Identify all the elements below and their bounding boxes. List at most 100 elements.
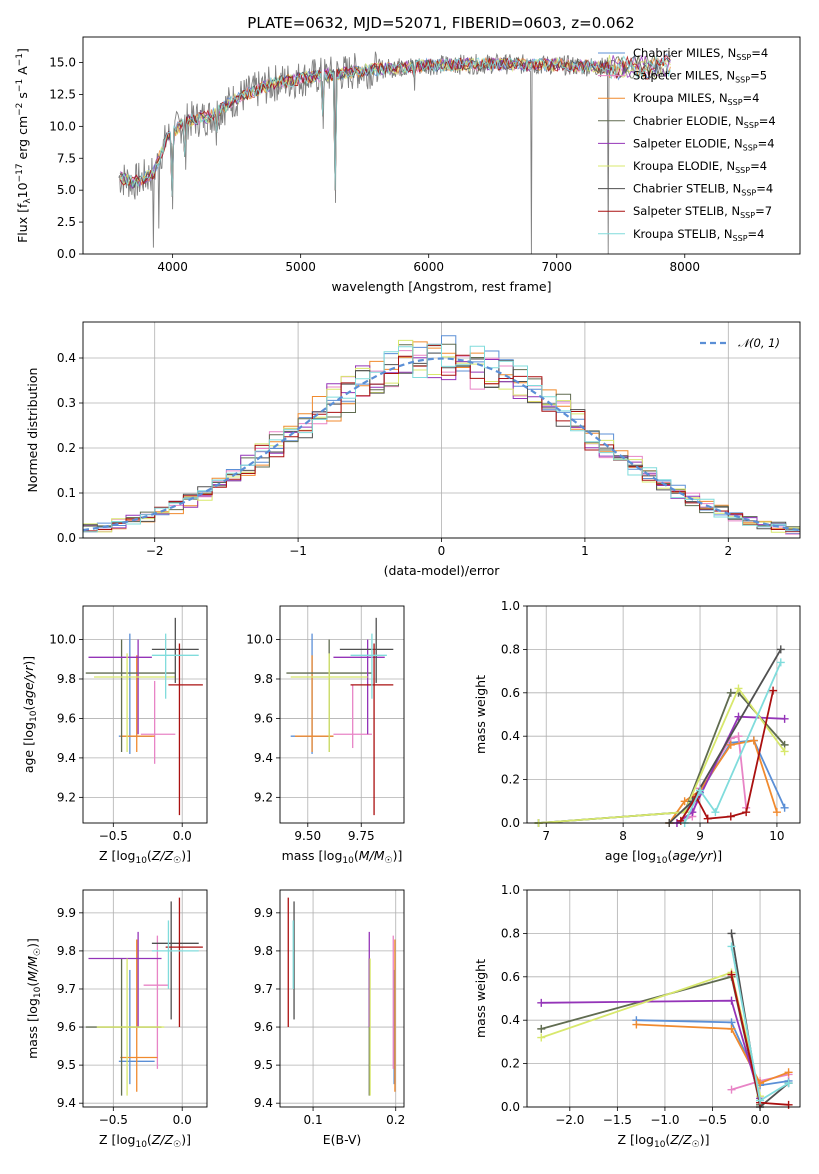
weight-point-marker (537, 1033, 546, 1042)
histogram-series (82, 343, 800, 538)
x-tick-label: −0.5 (99, 1113, 128, 1127)
legend-entry: Chabrier MILES, NSSP=4 (633, 46, 768, 62)
errorbar-group (287, 897, 396, 1096)
y-tick-label: 9.8 (254, 944, 273, 958)
y-tick-label: 9.4 (254, 751, 273, 765)
x-axis-label: Z [log10(Z/Z☉)] (99, 1132, 191, 1150)
weight-point-marker (784, 1100, 793, 1109)
axes-panel: 4000 5000 6000 7000 8000 0.0 2.5 5.0 7.5 10.0 12.5… (49, 51, 700, 274)
weight-point-marker (780, 747, 789, 756)
legend-entry: Chabrier ELODIE, NSSP=4 (633, 114, 776, 130)
weight-series (636, 1019, 789, 1087)
y-tick-label: 1.0 (501, 883, 520, 897)
axes-frame (82, 36, 801, 255)
y-tick-label: 9.9 (57, 906, 76, 920)
weight-point-marker (727, 942, 736, 951)
x-tick-label: 8000 (669, 260, 700, 274)
y-tick-label: 0.4 (501, 729, 520, 743)
legend-entry: Kroupa ELODIE, NSSP=4 (633, 159, 767, 175)
model-spectrum (119, 56, 671, 197)
axes-panel: −0.5 0.0 9.2 9.4 9.6 9.8 10.0 (49, 606, 207, 843)
weight-point-marker (726, 812, 735, 821)
y-tick-label: 9.7 (57, 982, 76, 996)
weight-series (541, 971, 761, 1097)
weight-series (676, 715, 785, 824)
weight-lines (534, 645, 789, 827)
legend-entry: Chabrier STELIB, NSSP=4 (633, 182, 773, 198)
y-tick-label: 12.5 (49, 87, 76, 101)
weight-point-marker (632, 1020, 641, 1029)
y-tick-label: 0.0 (57, 247, 76, 261)
weight-point-marker (727, 1024, 736, 1033)
weight-point-marker (726, 740, 735, 749)
axes-panel: −2 −1 0 1 2 0.0 0.1 0.2 0.3 0.4 (57, 322, 801, 558)
y-tick-label: 0.2 (501, 773, 520, 787)
x-tick-label: 2 (724, 544, 732, 558)
weight-point-marker (537, 998, 546, 1007)
model-spectrum (119, 55, 671, 197)
weight-point-marker (780, 714, 789, 723)
x-tick-label: 0.2 (386, 1113, 405, 1127)
y-tick-label: 0.0 (501, 1100, 520, 1114)
y-tick-label: 0.2 (501, 1057, 520, 1071)
y-tick-label: 0.6 (501, 970, 520, 984)
y-tick-label: 9.6 (254, 1020, 273, 1034)
y-tick-label: 0.8 (501, 642, 520, 656)
observed-spectrum (118, 51, 660, 254)
x-tick-label: 0 (438, 544, 446, 558)
y-tick-label: 1.0 (501, 599, 520, 613)
x-tick-label: −1 (289, 544, 307, 558)
weight-point-marker (727, 996, 736, 1005)
y-tick-label: 0.8 (501, 926, 520, 940)
axes-frame (82, 889, 208, 1108)
weight-point-marker (726, 688, 735, 697)
weight-point-marker (776, 658, 785, 667)
y-tick-label: 0.0 (501, 816, 520, 830)
weight-series (636, 1023, 789, 1085)
x-tick-label: 7000 (541, 260, 572, 274)
axes-frame (279, 889, 405, 1108)
y-tick-label: 9.4 (57, 751, 76, 765)
legend-entry: Salpeter ELODIE, NSSP=4 (633, 136, 775, 152)
y-tick-label: 9.2 (254, 790, 273, 804)
weight-lines (537, 929, 793, 1111)
weight-point-marker (734, 732, 743, 741)
weight-series (538, 739, 786, 824)
axes-panel: 7 8 9 10 0.0 0.2 0.4 0.6 0.8 1.0 (501, 599, 800, 843)
legend-entry: Kroupa MILES, NSSP=4 (633, 91, 759, 107)
legend-entry: 𝒩(0, 1) (738, 336, 780, 350)
y-axis-label: mass weight (473, 675, 488, 754)
weight-point-marker (711, 808, 720, 817)
y-tick-label: 9.8 (57, 672, 76, 686)
x-tick-label: 0.0 (173, 829, 192, 843)
axes-frame (82, 605, 208, 824)
x-tick-label: 8 (619, 829, 627, 843)
y-tick-label: 9.7 (254, 982, 273, 996)
weight-point-marker (734, 684, 743, 693)
weight-series (680, 690, 774, 822)
figure-title: PLATE=0632, MJD=52071, FIBERID=0603, z=0… (247, 14, 634, 32)
weight-point-marker (537, 1024, 546, 1033)
axes-frame (82, 321, 801, 539)
x-tick-label: 7 (542, 829, 550, 843)
weight-point-marker (772, 808, 781, 817)
y-tick-label: 9.8 (254, 672, 273, 686)
legend-entry: Salpeter STELIB, NSSP=7 (633, 204, 772, 220)
weight-series (541, 999, 761, 1099)
y-tick-label: 7.5 (57, 151, 76, 165)
y-tick-label: 9.2 (57, 790, 76, 804)
x-tick-label: 0.1 (304, 1113, 323, 1127)
x-tick-label: −1.5 (603, 1113, 632, 1127)
weight-point-marker (749, 736, 758, 745)
x-tick-label: −1.0 (650, 1113, 679, 1127)
weight-point-marker (780, 803, 789, 812)
x-axis-label: mass [log10(M/M☉)] (282, 848, 403, 866)
x-tick-label: 0.0 (751, 1113, 770, 1127)
weight-point-marker (703, 814, 712, 823)
weight-point-marker (727, 970, 736, 979)
weight-point-marker (742, 808, 751, 817)
y-tick-label: 9.6 (254, 711, 273, 725)
weight-point-marker (680, 797, 689, 806)
y-tick-label: 5.0 (57, 183, 76, 197)
